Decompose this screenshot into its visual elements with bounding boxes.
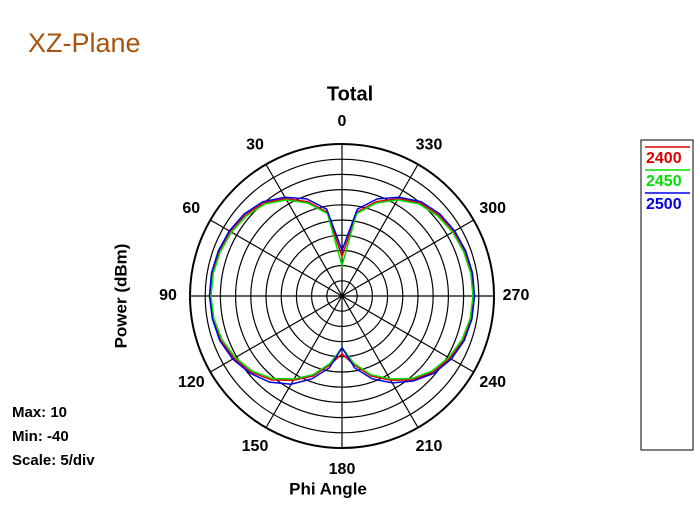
y-axis-label: Power (dBm) xyxy=(111,244,130,349)
info-text: Max: 10 xyxy=(12,404,67,421)
legend-box xyxy=(640,139,694,451)
legend-label: 2500 xyxy=(646,196,682,213)
spoke xyxy=(265,295,343,428)
spoke xyxy=(210,295,343,373)
angle-label: 210 xyxy=(416,438,443,455)
angle-label: 180 xyxy=(329,461,356,478)
series-line xyxy=(209,197,475,382)
page-title: XZ-Plane xyxy=(28,28,141,58)
spoke xyxy=(341,295,474,373)
info-text: Min: -40 xyxy=(12,428,69,445)
angle-label: 60 xyxy=(182,200,200,217)
x-axis-label: Phi Angle xyxy=(289,479,367,498)
angle-label: 0 xyxy=(338,113,347,130)
angle-label: 300 xyxy=(479,200,506,217)
angle-label: 330 xyxy=(416,137,443,154)
angle-label: 150 xyxy=(242,438,269,455)
chart-title: Total xyxy=(327,83,373,105)
legend-label: 2400 xyxy=(646,150,682,167)
angle-label: 120 xyxy=(178,374,205,391)
info-text: Scale: 5/div xyxy=(12,452,95,469)
spoke xyxy=(341,295,419,428)
spoke xyxy=(341,219,474,297)
spoke xyxy=(341,164,419,297)
angle-label: 240 xyxy=(479,374,506,391)
spoke xyxy=(265,164,343,297)
angle-label: 270 xyxy=(503,287,530,304)
legend-label: 2450 xyxy=(646,173,682,190)
series-line xyxy=(208,196,476,385)
angle-label: 90 xyxy=(159,287,177,304)
angle-label: 30 xyxy=(246,137,264,154)
spoke xyxy=(210,219,343,297)
